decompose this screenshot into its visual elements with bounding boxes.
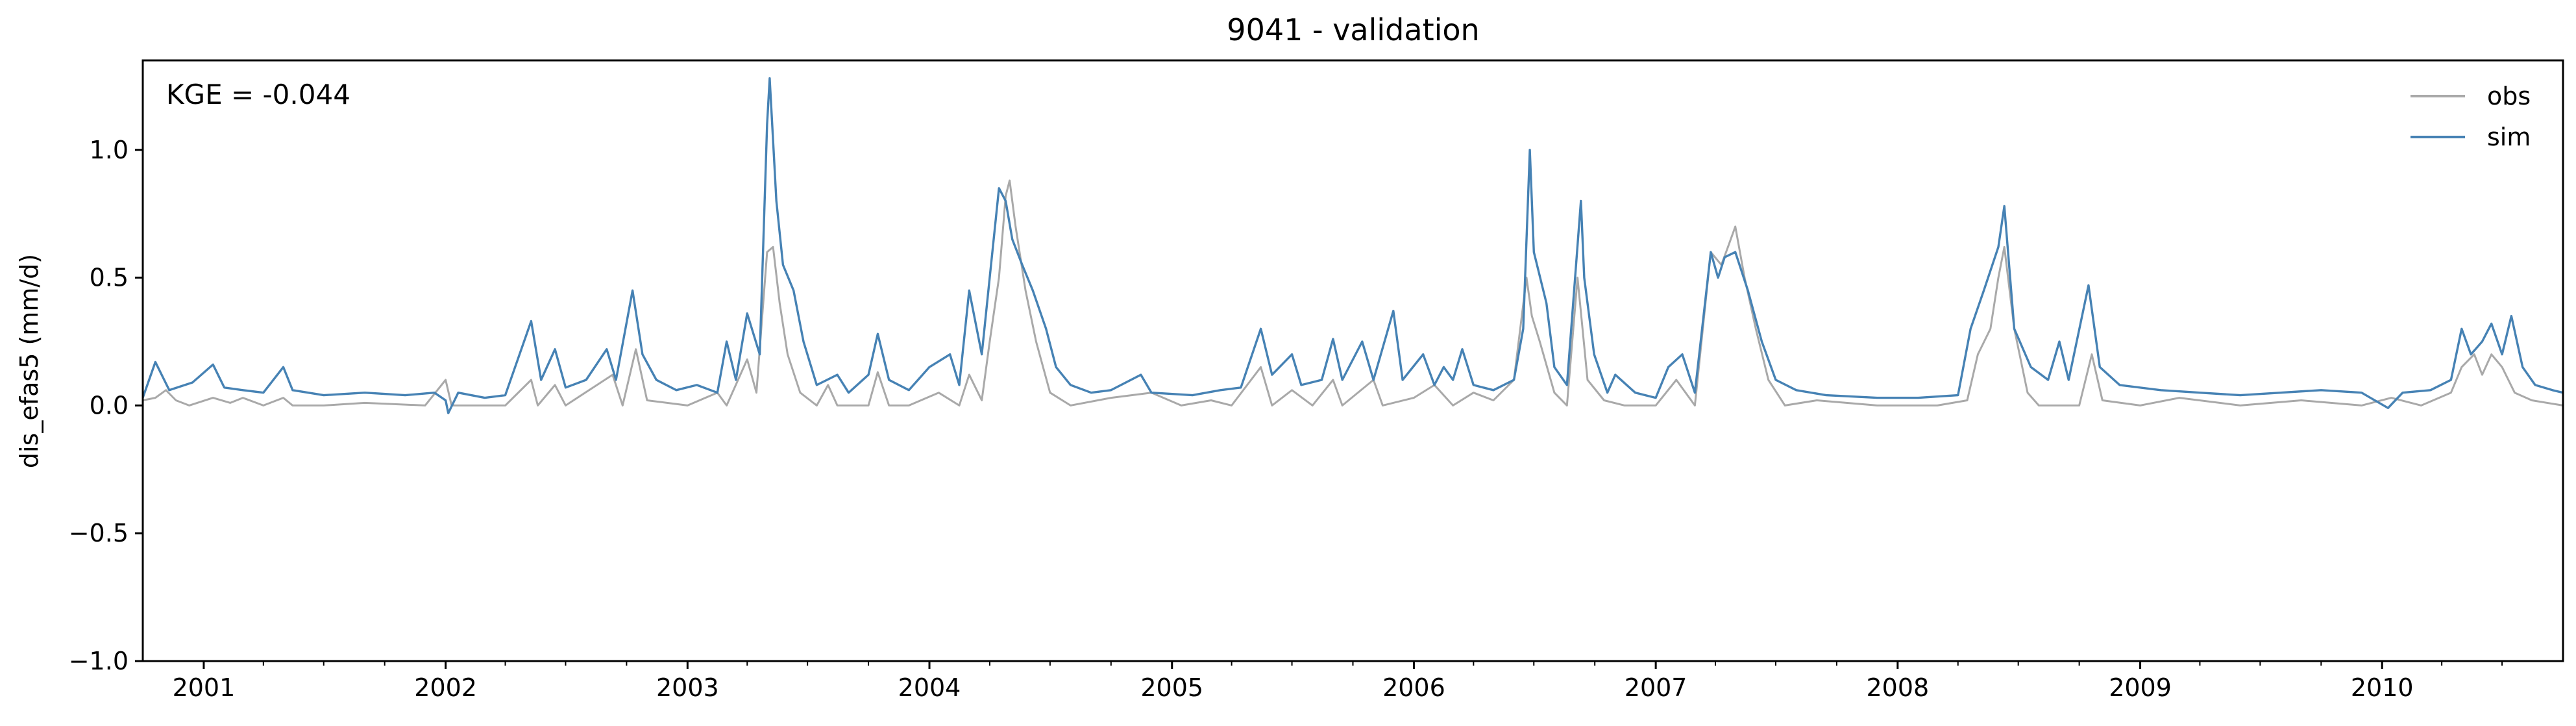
y-tick-label: 1.0: [90, 136, 129, 164]
plot-area: 1.00.50.0−0.5−1.0 2001 2002 2003 2004 2005 20…: [69, 59, 2564, 702]
y-axis-label: dis_efas5 (mm/d): [15, 254, 43, 468]
legend-label-sim: sim: [2487, 123, 2531, 151]
y-tick-label: 0.5: [90, 264, 129, 292]
series-line-obs: [142, 179, 2564, 407]
y-tick-label: −0.5: [69, 519, 129, 547]
x-axis-ticks: 2001 2002 2003 2004 2005 2006 2007 2008 2009 2010: [173, 661, 2503, 702]
chart-title: 9041 - validation: [1227, 12, 1479, 47]
y-tick-label: 0.0: [90, 391, 129, 419]
x-tick-label: 2006: [1382, 673, 1445, 702]
x-tick-label: 2002: [414, 673, 477, 702]
legend: obs sim: [2410, 82, 2531, 151]
x-tick-label: 2010: [2351, 673, 2414, 702]
x-tick-label: 2009: [2109, 673, 2172, 702]
x-tick-label: 2008: [1866, 673, 1929, 702]
series-layer: [141, 77, 2564, 414]
x-tick-label: 2007: [1625, 673, 1687, 702]
legend-label-obs: obs: [2487, 82, 2531, 110]
x-tick-label: 2004: [898, 673, 961, 702]
x-tick-label: 2001: [173, 673, 236, 702]
y-axis-ticks: 1.0 0.5 0.0 −0.5 −1.0: [69, 136, 143, 675]
kge-annotation: KGE = -0.044: [166, 79, 350, 110]
x-tick-label: 2003: [656, 673, 719, 702]
series-line-sim: [141, 77, 2564, 414]
x-tick-label: 2005: [1140, 673, 1203, 702]
y-tick-label: −1.0: [69, 647, 129, 675]
